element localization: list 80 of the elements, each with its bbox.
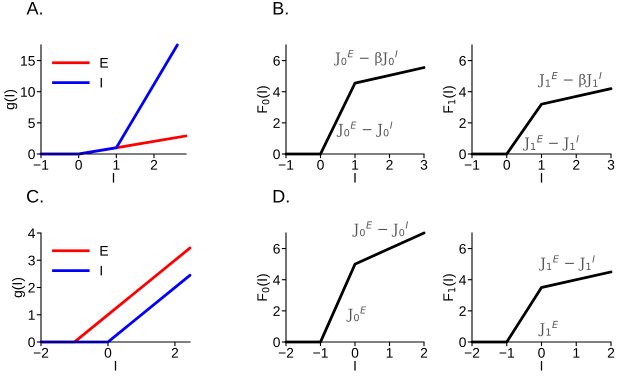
x-axis-title: I: [114, 361, 116, 371]
legend-label: I: [100, 78, 102, 88]
y-tick-label: 4: [459, 275, 466, 285]
x-tick-label: 2: [386, 160, 393, 170]
x-tick-label: 1: [114, 160, 120, 170]
y-axis-title: g(I): [4, 90, 18, 110]
y-tick-label: 15: [21, 56, 35, 66]
y-axis-title: g(I): [12, 278, 25, 298]
annotation: J$_{1}$$^{E}$ − J$_{1}$$^{I}$: [539, 255, 595, 271]
y-tick-label: 2: [459, 306, 466, 316]
y-tick-label: 2: [273, 118, 280, 128]
y-tick-label: 6: [459, 56, 466, 66]
annotation: J$_{1}$$^{E}$ − βJ$_{1}$$^{I}$: [538, 72, 602, 88]
x-tick-label: 0: [538, 348, 545, 358]
x-axis-title: I: [540, 361, 542, 371]
y-tick-label: 10: [21, 87, 35, 97]
x-tick-label: 1: [538, 160, 545, 170]
y-tick-label: 2: [28, 282, 35, 293]
legend-label: E: [100, 58, 108, 68]
x-axis-title: I: [354, 173, 356, 183]
y-axis-title: F$_{0}$(I): [256, 274, 270, 301]
y-tick-label: 4: [273, 87, 280, 97]
x-tick-label: −1: [313, 348, 328, 358]
y-tick-label: 1: [28, 310, 35, 320]
x-tick-label: −2: [278, 348, 294, 358]
y-tick-label: 0: [459, 149, 466, 160]
annotation: J$_{0}$$^{E}$ − βJ$_{0}$$^{I}$: [334, 50, 398, 66]
chart-title: C.: [27, 190, 43, 203]
x-tick-label: 2: [573, 160, 580, 170]
chart-title: A.: [26, 2, 42, 14]
y-tick-label: 4: [28, 228, 36, 238]
annotation: J$_{0}$$^{E}$ − J$_{0}$$^{I}$: [352, 221, 408, 237]
x-tick-label: 3: [608, 160, 614, 170]
x-tick-label: −1: [464, 160, 480, 170]
x-axis-title: I: [112, 173, 114, 183]
x-tick-label: 2: [172, 348, 178, 358]
y-tick-label: 2: [273, 306, 280, 316]
y-tick-label: 4: [459, 87, 466, 97]
legend-label: I: [100, 266, 102, 276]
y-tick-label: 0: [28, 337, 35, 348]
y-axis-title: F$_{1}$(I): [442, 274, 456, 301]
y-tick-label: 0: [273, 149, 280, 160]
y-tick-label: 6: [273, 244, 280, 254]
y-axis-title: F$_{0}$(I): [256, 86, 270, 113]
x-tick-label: −1: [34, 160, 48, 170]
y-tick-label: 0: [459, 337, 466, 348]
x-tick-label: 0: [104, 348, 112, 358]
x-tick-label: −2: [34, 348, 48, 358]
chart-title: D.: [274, 190, 289, 202]
y-axis-title: F$_{1}$(I): [442, 86, 456, 113]
y-tick-label: 4: [273, 275, 280, 285]
y-tick-label: 6: [459, 244, 466, 254]
y-tick-label: 5: [28, 118, 35, 128]
annotation: J$_{0}$$^{E}$: [346, 306, 366, 322]
x-axis-title: I: [540, 173, 542, 183]
legend-label: E: [100, 246, 108, 256]
annotation: J$_{1}$$^{E}$ − J$_{1}$$^{I}$: [523, 135, 579, 151]
x-tick-label: 2: [608, 348, 614, 358]
y-tick-label: 0: [273, 337, 280, 348]
x-tick-label: 0: [75, 160, 82, 170]
x-tick-label: 3: [420, 160, 428, 170]
x-tick-label: 2: [420, 348, 428, 358]
x-tick-label: 0: [503, 160, 510, 170]
x-tick-label: −1: [278, 160, 294, 170]
y-tick-label: 2: [459, 118, 466, 128]
x-tick-label: 0: [352, 348, 358, 358]
y-tick-label: 6: [273, 56, 280, 66]
y-tick-label: 3: [28, 256, 35, 266]
x-axis-title: I: [354, 361, 356, 371]
x-tick-label: 1: [386, 348, 393, 358]
x-tick-label: −1: [500, 348, 514, 358]
x-tick-label: 2: [150, 160, 158, 170]
y-tick-label: 0: [28, 149, 35, 160]
x-tick-label: −2: [464, 348, 480, 358]
x-tick-label: 0: [317, 160, 324, 170]
annotation: J$_{0}$$^{E}$ − J$_{0}$$^{I}$: [336, 122, 392, 137]
x-tick-label: 1: [352, 160, 358, 170]
annotation: J$_{1}$$^{E}$: [538, 320, 558, 336]
x-tick-label: 1: [573, 348, 580, 358]
chart-title: B.: [274, 2, 288, 14]
